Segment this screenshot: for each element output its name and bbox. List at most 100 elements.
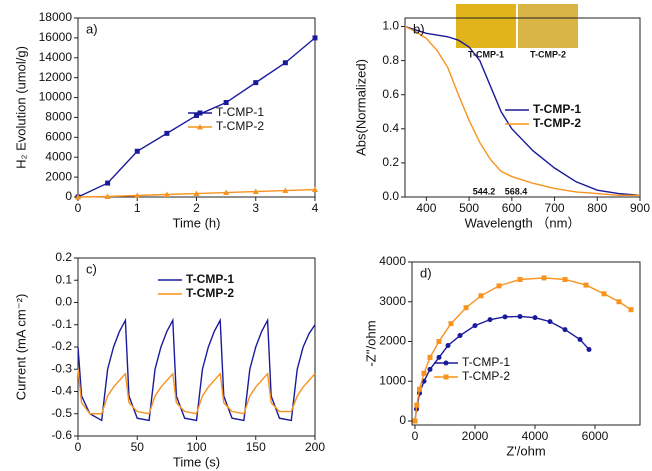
- marker: [487, 317, 493, 323]
- panel-label: d): [420, 265, 432, 280]
- y-tick-label: 0.2: [382, 155, 399, 169]
- photo: [456, 4, 516, 48]
- x-tick-label: 4: [312, 201, 319, 215]
- x-tick-label: 2: [193, 201, 200, 215]
- y-tick-label: 2000: [45, 169, 72, 183]
- marker: [194, 112, 199, 118]
- x-tick-label: 200: [305, 440, 325, 454]
- marker: [448, 321, 454, 327]
- y-tick-label: 2000: [379, 334, 406, 348]
- plot-frame: [411, 261, 641, 426]
- legend-marker: [197, 124, 203, 130]
- y-tick-label: -0.5: [51, 406, 72, 420]
- marker: [134, 148, 140, 154]
- marker: [577, 337, 583, 343]
- legend-label: T-CMP-2: [462, 369, 510, 383]
- marker: [547, 319, 553, 325]
- marker: [457, 333, 463, 339]
- marker: [436, 354, 442, 360]
- legend-marker: [197, 110, 203, 116]
- x-tick-label: 4000: [522, 429, 549, 443]
- marker: [628, 307, 634, 313]
- marker: [164, 130, 170, 136]
- marker: [417, 386, 422, 392]
- annotation: 568.4: [505, 186, 528, 196]
- y-tick-label: 4000: [45, 149, 72, 163]
- legend-marker: [443, 360, 449, 366]
- y-tick-label: 18000: [39, 10, 73, 24]
- x-tick-label: 100: [186, 440, 206, 454]
- y-tick-label: 1000: [379, 373, 406, 387]
- marker: [427, 354, 433, 360]
- x-tick-label: 3: [252, 201, 259, 215]
- y-tick-label: 0.1: [55, 272, 72, 286]
- marker: [445, 342, 451, 348]
- marker: [472, 323, 478, 329]
- marker: [253, 80, 259, 86]
- marker: [193, 190, 200, 197]
- x-axis-label: Wavelength （nm）: [465, 215, 581, 230]
- panel-label: c): [86, 261, 97, 276]
- marker: [223, 100, 229, 106]
- marker: [463, 305, 469, 311]
- marker: [75, 194, 81, 200]
- marker: [586, 346, 592, 352]
- y-axis-label: -Z''/ohm: [363, 320, 378, 366]
- marker: [541, 275, 547, 281]
- marker: [134, 192, 141, 199]
- y-tick-label: 0: [399, 413, 406, 427]
- x-tick-label: 400: [416, 201, 436, 215]
- y-tick-label: 12000: [39, 70, 73, 84]
- x-tick-label: 6000: [582, 429, 609, 443]
- marker: [412, 418, 418, 424]
- y-tick-label: 14000: [39, 50, 73, 64]
- y-tick-label: 0.4: [382, 121, 399, 135]
- x-axis-label: Time (h): [173, 215, 221, 230]
- marker: [496, 283, 502, 289]
- marker: [532, 315, 538, 321]
- marker: [616, 299, 622, 305]
- y-tick-label: 16000: [39, 30, 73, 44]
- y-tick-label: -0.4: [51, 384, 72, 398]
- y-tick-label: -0.1: [51, 317, 72, 331]
- y-tick-label: 0.8: [382, 53, 399, 67]
- y-tick-label: 0: [65, 189, 72, 203]
- marker: [105, 180, 111, 186]
- photo: [518, 4, 578, 48]
- legend-label: T-CMP-2: [533, 116, 581, 130]
- y-tick-label: 0.6: [382, 87, 399, 101]
- y-tick-label: 10000: [39, 90, 73, 104]
- x-tick-label: 900: [630, 201, 650, 215]
- marker: [583, 282, 589, 288]
- marker: [427, 366, 433, 372]
- plot-frame: [77, 17, 316, 198]
- y-tick-label: -0.2: [51, 339, 72, 353]
- marker: [252, 188, 259, 195]
- x-tick-label: 700: [545, 201, 565, 215]
- y-tick-label: 0.0: [55, 295, 72, 309]
- marker: [223, 189, 230, 196]
- x-axis-label: Z'/ohm: [506, 443, 545, 458]
- marker: [478, 293, 484, 299]
- series-line: [404, 25, 640, 196]
- panel-label: a): [86, 21, 98, 36]
- x-tick-label: 0: [75, 440, 82, 454]
- marker: [282, 60, 288, 66]
- marker: [601, 291, 607, 297]
- y-axis-label: Abs(Normalized): [353, 59, 368, 156]
- y-tick-label: 8000: [45, 110, 72, 124]
- series-line: [414, 277, 632, 422]
- marker: [104, 193, 111, 200]
- y-tick-label: 0.0: [382, 189, 399, 203]
- marker: [562, 276, 568, 282]
- y-axis-label: Current (mA cm⁻²): [13, 294, 28, 401]
- marker: [421, 370, 427, 376]
- x-tick-label: 150: [246, 440, 266, 454]
- legend-label: T-CMP-2: [186, 286, 234, 300]
- legend-label: T-CMP-2: [216, 119, 264, 133]
- annotation: T-CMP-2: [530, 49, 566, 59]
- annotation: 544.2: [473, 186, 496, 196]
- legend-label: T-CMP-1: [186, 272, 234, 286]
- legend-label: T-CMP-1: [533, 102, 581, 116]
